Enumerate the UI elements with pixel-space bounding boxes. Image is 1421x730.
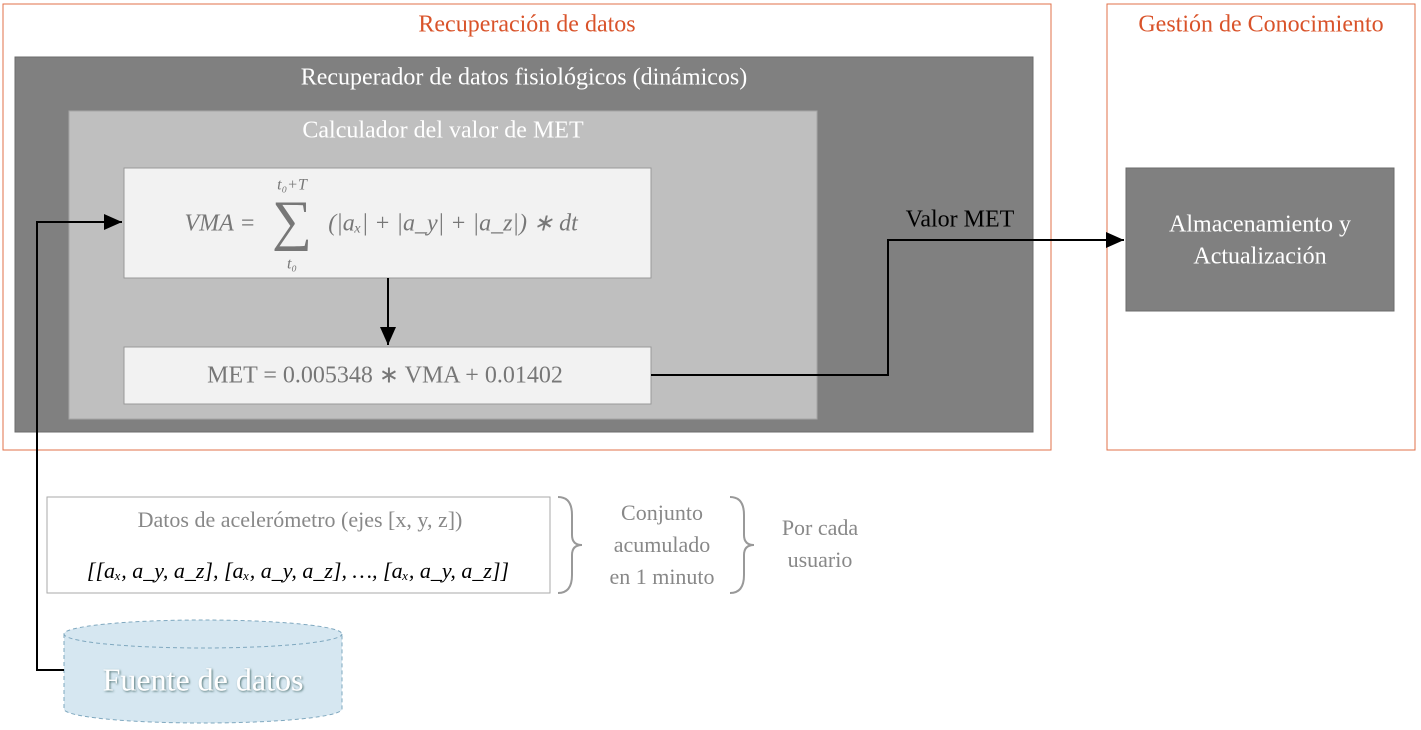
knowledge-title: Gestión de Conocimiento — [1138, 12, 1383, 38]
met-box — [123, 346, 652, 405]
brace — [729, 496, 755, 594]
store-line: Actualización — [1193, 244, 1326, 270]
input-arrow — [36, 214, 122, 671]
knowledge-box — [1106, 3, 1416, 451]
sum-lower: t₀ — [287, 256, 297, 273]
retrieval-title: Recuperación de datos — [418, 12, 635, 38]
brace — [557, 496, 583, 594]
data-box — [46, 496, 551, 594]
vma-box — [123, 167, 652, 279]
retrieval-box — [2, 3, 1052, 451]
sum-upper: t₀+T — [277, 177, 308, 194]
source-label: Fuente de datos — [103, 661, 304, 697]
vma-body: (|aₓ| + |a_y| + |a_z|) ∗ dt — [328, 211, 579, 237]
data-title: Datos de acelerómetro (ejes [x, y, z]) — [138, 507, 463, 532]
data-source — [63, 619, 343, 724]
group2-line: usuario — [788, 547, 853, 572]
calculator-title: Calculador del valor de MET — [302, 118, 584, 144]
group1-line: en 1 minuto — [609, 564, 714, 589]
retriever-title: Recuperador de datos fisiológicos (dinám… — [301, 65, 748, 91]
output-label: Valor MET — [906, 207, 1015, 233]
store-line: Almacenamiento y — [1169, 212, 1351, 238]
group1-line: Conjunto — [621, 500, 703, 525]
group2-line: Por cada — [782, 515, 859, 540]
output-arrow — [651, 232, 1124, 376]
store-box — [1125, 167, 1395, 312]
data-sample: [[aₓ, a_y, a_z], [aₓ, a_y, a_z], …, [aₓ,… — [87, 558, 509, 583]
group1-line: acumulado — [614, 532, 711, 557]
vma-lhs: VMA = — [184, 211, 255, 237]
met-formula: MET = 0.005348 ∗ VMA + 0.01402 — [207, 363, 563, 389]
sum-sign: ∑ — [272, 190, 312, 252]
